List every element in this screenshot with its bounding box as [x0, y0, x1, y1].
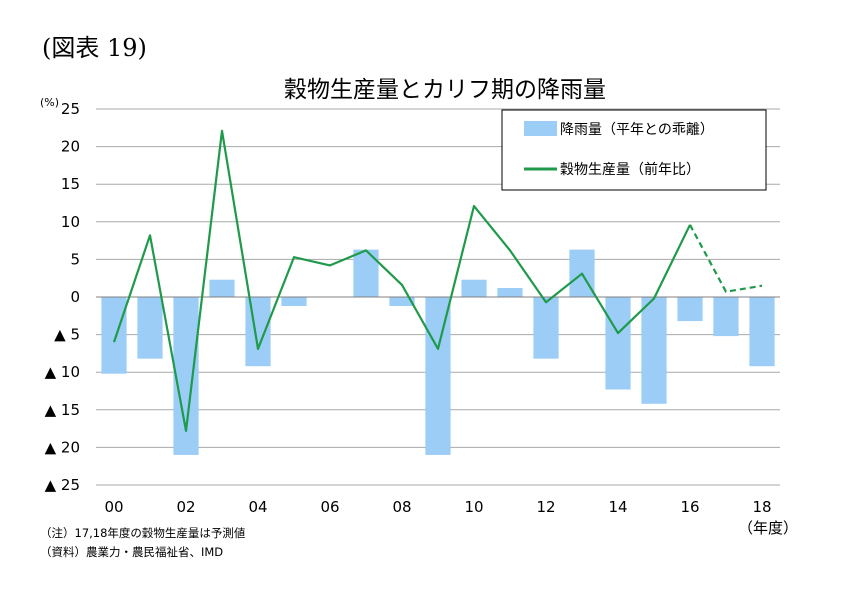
bar-03: [209, 279, 235, 297]
bar-18: [749, 297, 775, 367]
bar-05: [281, 297, 307, 307]
grain-line-forecast: [689, 224, 763, 293]
bar-16: [677, 297, 703, 322]
x-tick-label: 10: [464, 498, 483, 516]
x-tick-label: 00: [104, 498, 123, 516]
x-tick-label: 18: [752, 498, 771, 516]
bar-10: [461, 279, 487, 297]
legend-box: [501, 109, 767, 191]
y-tick-label: ▲ 10: [45, 363, 80, 381]
y-tick-label: 15: [61, 175, 80, 193]
y-tick-label: 5: [70, 250, 80, 268]
bar-12: [533, 297, 559, 359]
y-unit-label: (%): [40, 96, 59, 109]
bar-14: [605, 297, 631, 390]
y-tick-label: 25: [61, 100, 80, 118]
bar-04: [245, 297, 271, 367]
y-tick-label: 0: [70, 288, 80, 306]
grain-line-actual: [112, 129, 691, 432]
bar-09: [425, 297, 451, 455]
rainfall-bars: [101, 249, 775, 455]
y-tick-label: ▲ 5: [54, 326, 80, 344]
chart-title: 穀物生産量とカリフ期の降雨量: [284, 77, 606, 103]
y-tick-label: ▲ 15: [45, 401, 80, 419]
note-source: （資料）農業力・農民福祉省、IMD: [40, 545, 224, 559]
bar-07: [353, 249, 379, 297]
y-tick-label: 20: [61, 138, 80, 156]
x-tick-label: 16: [680, 498, 699, 516]
y-tick-label: ▲ 25: [45, 476, 80, 494]
legend-label-rainfall: 降雨量（平年との乖離）: [560, 121, 714, 138]
x-tick-label: 12: [536, 498, 555, 516]
bar-00: [101, 297, 127, 374]
figure-label: (図表 19): [42, 34, 147, 62]
x-tick-label: 06: [320, 498, 339, 516]
bar-11: [497, 287, 523, 297]
bar-01: [137, 297, 163, 359]
x-tick-labels: 00 02 04 06 08 10 12 14 16 18: [104, 498, 771, 516]
x-tick-label: 02: [176, 498, 195, 516]
x-unit-label: （年度）: [738, 519, 798, 537]
grain-line: [112, 129, 763, 432]
bar-17: [713, 297, 739, 337]
legend: 降雨量（平年との乖離） 穀物生産量（前年比）: [501, 109, 767, 191]
y-tick-label: ▲ 20: [45, 438, 80, 456]
legend-swatch-rainfall: [524, 121, 557, 136]
bar-08: [389, 297, 415, 307]
x-tick-label: 14: [608, 498, 627, 516]
x-tick-label: 04: [248, 498, 267, 516]
y-tick-labels: 25 20 15 10 5 0 ▲ 5 ▲ 10 ▲ 15 ▲ 20 ▲ 25: [45, 100, 80, 494]
y-tick-label: 10: [61, 213, 80, 231]
x-tick-label: 08: [392, 498, 411, 516]
bar-15: [641, 297, 667, 404]
legend-label-grain: 穀物生産量（前年比）: [560, 161, 700, 178]
note-forecast: （注）17,18年度の穀物生産量は予測値: [40, 526, 246, 540]
